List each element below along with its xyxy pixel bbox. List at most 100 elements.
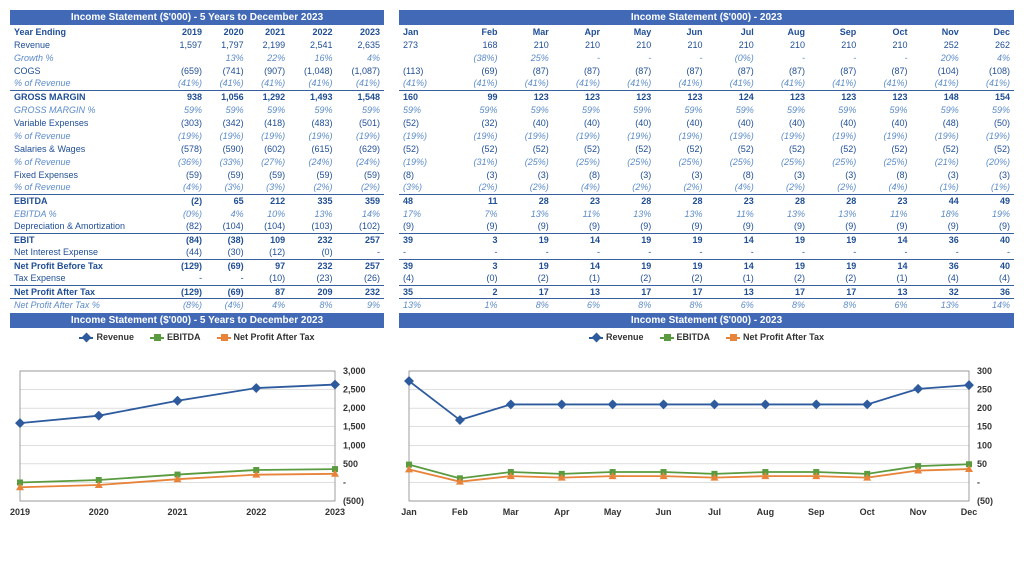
table-row: % of Revenue(4%)(3%)(3%)(2%)(2%) [10, 181, 384, 194]
cell: - [758, 246, 809, 259]
cell: 35 [399, 285, 450, 298]
row-label: Depreciation & Amortization [10, 220, 165, 233]
cell: 17% [399, 207, 450, 220]
cell: (41%) [553, 77, 604, 90]
cell: 11% [707, 207, 758, 220]
cell: (2) [604, 272, 655, 285]
row-label: % of Revenue [10, 77, 165, 90]
cell: 28 [758, 194, 809, 207]
cell: 40 [963, 233, 1014, 246]
cell: (19%) [502, 129, 553, 142]
cell: 11 [450, 194, 501, 207]
cell: (907) [248, 64, 290, 77]
cell: (104) [206, 220, 248, 233]
cell: 9% [337, 298, 384, 311]
y-tick-label: 50 [977, 459, 987, 469]
cell: (2) [655, 272, 706, 285]
cell: (8) [553, 168, 604, 181]
cell: 59% [553, 103, 604, 116]
cell: (19%) [553, 129, 604, 142]
cell: - [860, 246, 911, 259]
y-tick-label: 150 [977, 422, 992, 432]
cell: 210 [809, 38, 860, 51]
legend-marker-icon [726, 337, 740, 339]
cell: 28 [809, 194, 860, 207]
table-row: 17%7%13%11%13%13%11%13%13%11%18%19% [399, 207, 1014, 220]
cell: (87) [655, 64, 706, 77]
cell: 14% [337, 207, 384, 220]
cell: 4% [337, 51, 384, 64]
cell: (3) [450, 168, 501, 181]
cell: (2%) [809, 181, 860, 194]
cell: 39 [399, 233, 450, 246]
row-label: Net Profit Before Tax [10, 259, 165, 272]
cell: (40) [758, 116, 809, 129]
cell: 19% [963, 207, 1014, 220]
cell: 14% [963, 298, 1014, 311]
cell: 17 [604, 285, 655, 298]
cell: 109 [248, 233, 290, 246]
table-row: EBIT(84)(38)109232257 [10, 233, 384, 246]
cell: 210 [604, 38, 655, 51]
cell: (41%) [206, 77, 248, 90]
cell: 123 [809, 90, 860, 103]
cell: - [809, 51, 860, 64]
cell: (52) [553, 142, 604, 155]
cell: 13% [206, 51, 248, 64]
table-row: COGS(659)(741)(907)(1,048)(1,087) [10, 64, 384, 77]
cell: (52) [809, 142, 860, 155]
col-header: Feb [450, 25, 501, 38]
cell: (52) [758, 142, 809, 155]
cell: 8% [758, 298, 809, 311]
table-row: GROSS MARGIN9381,0561,2921,4931,548 [10, 90, 384, 103]
cell: (2%) [604, 181, 655, 194]
col-header: 2019 [165, 25, 207, 38]
x-tick-label: Sep [808, 507, 825, 517]
legend-marker-icon [150, 337, 164, 339]
legend-marker-icon [79, 337, 93, 339]
cell: 25% [502, 51, 553, 64]
cell: 59% [399, 103, 450, 116]
cell: 13% [289, 207, 336, 220]
cell: (52) [655, 142, 706, 155]
x-tick-label: Dec [961, 507, 978, 517]
cell: (19%) [450, 129, 501, 142]
cell: 8% [502, 298, 553, 311]
right-table: JanFebMarAprMayJunJulAugSepOctNovDec2731… [399, 25, 1014, 311]
col-header: Nov [912, 25, 963, 38]
cell: 59% [860, 103, 911, 116]
x-tick-label: May [604, 507, 622, 517]
table-row: 35217131717131717133236 [399, 285, 1014, 298]
cell: 13 [707, 285, 758, 298]
cell: 13% [502, 207, 553, 220]
cell: (41%) [912, 77, 963, 90]
cell: 28 [502, 194, 553, 207]
cell: (24%) [289, 155, 336, 168]
cell: (25%) [809, 155, 860, 168]
cell: - [963, 246, 1014, 259]
cell: (84) [165, 233, 207, 246]
cell: 59% [758, 103, 809, 116]
cell: (40) [502, 116, 553, 129]
cell: (19%) [912, 129, 963, 142]
row-label: Growth % [10, 51, 165, 64]
cell: 1,548 [337, 90, 384, 103]
y-tick-label: 2,500 [343, 385, 366, 395]
cell: (8) [399, 168, 450, 181]
col-header: Year Ending [10, 25, 165, 38]
cell: 1,493 [289, 90, 336, 103]
cell: (25%) [860, 155, 911, 168]
cell: - [206, 272, 248, 285]
x-tick-label: Jul [708, 507, 721, 517]
cell: (36%) [165, 155, 207, 168]
cell: 123 [502, 90, 553, 103]
cell: 2 [450, 285, 501, 298]
cell: (24%) [337, 155, 384, 168]
cell: (41%) [758, 77, 809, 90]
cell: 154 [963, 90, 1014, 103]
legend-item: EBITDA [660, 332, 711, 342]
cell: - [165, 272, 207, 285]
cell: (9) [450, 220, 501, 233]
cell: (69) [450, 64, 501, 77]
cell: 97 [248, 259, 290, 272]
